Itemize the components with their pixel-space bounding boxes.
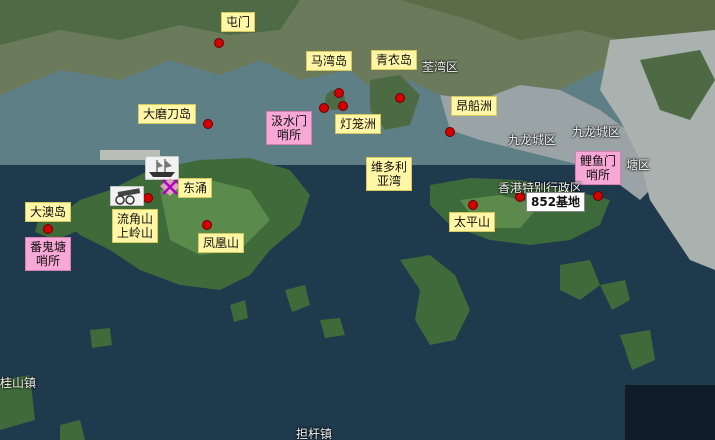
label-lau-kok-shan: 流角山 上岭山 [112,209,159,243]
label-kowloon-city-2: 九龙城区 [572,125,621,139]
label-fung-wong: 凤凰山 [198,233,245,253]
label-lei-yue-mun: 鲤鱼门 哨所 [575,151,622,185]
label-kap-shui-mun: 汲水门 哨所 [266,111,313,145]
label-ma-wan: 马湾岛 [306,51,353,71]
label-tsuen-wan: 荃湾区 [422,60,459,74]
location-dot-icon[interactable] [445,127,455,137]
location-dot-icon[interactable] [202,220,212,230]
label-tuen-mun: 屯门 [221,12,256,32]
label-tai-mo-to: 大磨刀岛 [138,104,197,124]
label-stonecutters: 昂船洲 [451,96,498,116]
location-dot-icon[interactable] [338,101,348,111]
label-bottom-town: 担杆镇 [296,427,333,440]
label-tung-chung: 东涌 [178,178,213,198]
location-dot-icon[interactable] [334,88,344,98]
location-dot-icon[interactable] [395,93,405,103]
label-victoria-harbour: 维多利 亚湾 [366,157,413,191]
location-dot-icon[interactable] [593,191,603,201]
crossed-swords-icon [160,178,180,196]
location-dot-icon[interactable] [143,193,153,203]
location-dot-icon[interactable] [468,200,478,210]
label-lantau-islet: 灯笼洲 [335,114,382,134]
location-dot-icon[interactable] [203,119,213,129]
cannon-icon [110,186,144,206]
label-taiping: 太平山 [449,212,496,232]
label-gui-shan: 桂山镇 [0,376,37,390]
label-hk-sar: 香港特别行政区 [498,181,583,195]
location-dot-icon[interactable] [214,38,224,48]
label-east-partial: 塘区 [626,158,651,172]
label-base-852: 852基地 [526,192,586,212]
location-dot-icon[interactable] [319,103,329,113]
label-tai-o: 大澳岛 [25,202,72,222]
label-tsing-yi: 青衣岛 [371,50,418,70]
location-dot-icon[interactable] [515,192,525,202]
ship-icon [145,156,179,180]
label-fan-kwai-tong: 番鬼塘 哨所 [25,237,72,271]
label-kowloon-city: 九龙城区 [508,133,557,147]
location-dot-icon[interactable] [43,224,53,234]
